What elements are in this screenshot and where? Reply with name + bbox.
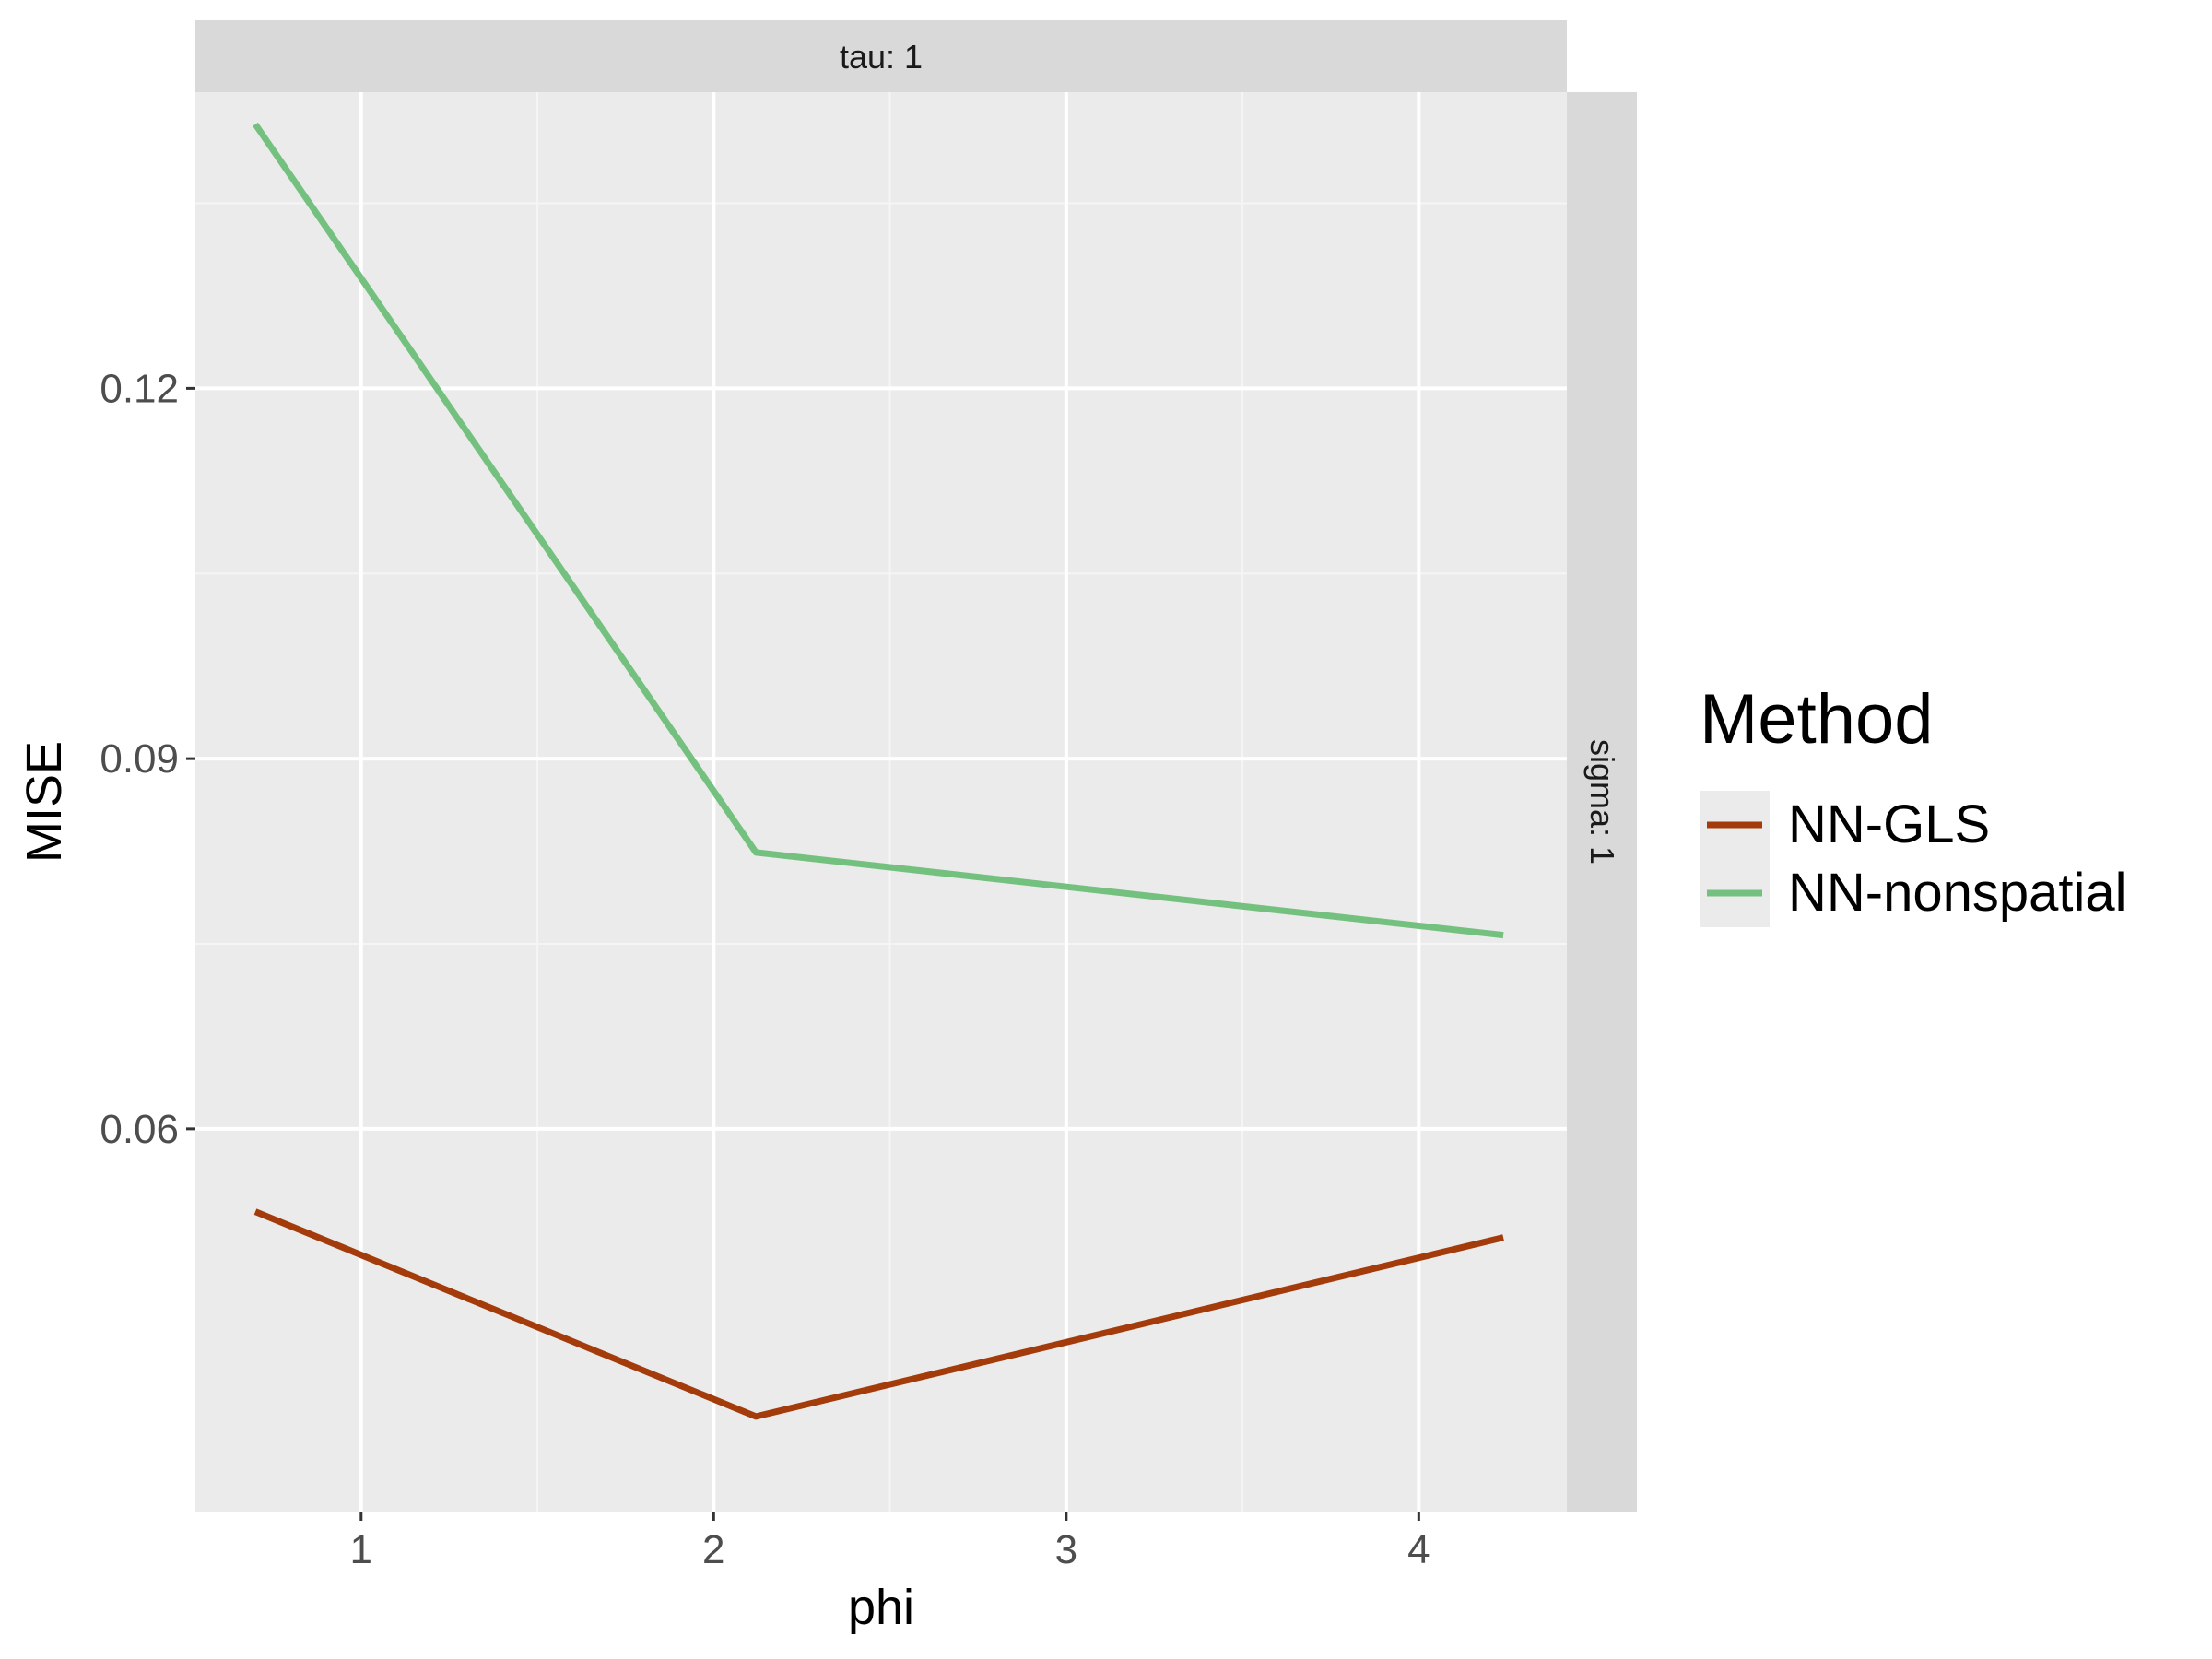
facet-strip-right <box>1567 92 1637 1512</box>
x-tick-label: 3 <box>1055 1527 1077 1572</box>
x-tick-label: 2 <box>702 1527 724 1572</box>
x-axis: 1 2 3 4 <box>350 1512 1430 1572</box>
legend-entry-label: NN-nonspatial <box>1788 863 2127 923</box>
series-line-1 <box>253 122 1504 939</box>
facet-strip-right-label: sigma: 1 <box>1583 739 1621 865</box>
facet-strip-top-label: tau: 1 <box>840 38 923 76</box>
plot-panel <box>195 92 1567 1512</box>
x-tick-label: 1 <box>350 1527 372 1572</box>
y-tick-label: 0.09 <box>100 736 179 782</box>
legend-title: Method <box>1700 680 1934 759</box>
grid-minor <box>195 92 1567 1512</box>
y-tick-label: 0.12 <box>100 366 179 411</box>
legend-entry-label: NN-GLS <box>1788 794 1990 854</box>
x-axis-title: phi <box>848 1580 914 1635</box>
grid-major <box>195 92 1567 1512</box>
y-tick-label: 0.06 <box>100 1107 179 1152</box>
facet-strip-top <box>195 20 1567 92</box>
x-tick-label: 4 <box>1407 1527 1430 1572</box>
y-axis: 0.06 0.09 0.12 <box>100 366 195 1152</box>
legend: Method NN-GLS NN-nonspatial <box>1700 680 2127 927</box>
series-layer <box>253 122 1504 1420</box>
y-axis-title: MISE <box>17 741 72 863</box>
series-line-0 <box>253 1208 1504 1420</box>
